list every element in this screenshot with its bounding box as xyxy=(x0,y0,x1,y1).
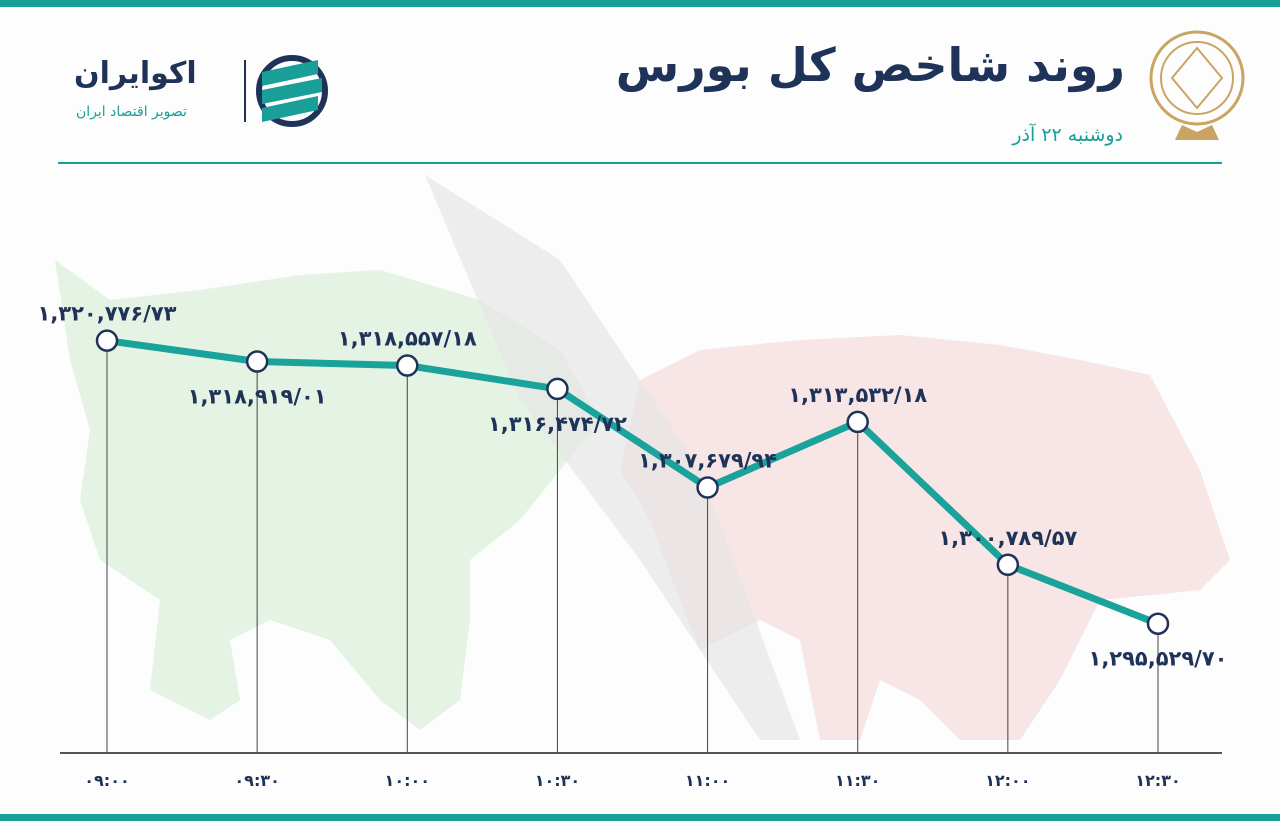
x-tick-label: ۱۱:۰۰ xyxy=(685,771,730,790)
brand-tagline: تصویر اقتصاد ایران xyxy=(76,104,187,120)
x-tick-label: ۱۰:۰۰ xyxy=(385,771,430,790)
value-label: ۱,۳۱۳,۵۳۲/۱۸ xyxy=(788,383,927,407)
value-label: ۱,۲۹۵,۵۲۹/۷۰ xyxy=(1089,647,1228,671)
series-line xyxy=(106,337,1160,627)
emblem xyxy=(1149,30,1245,140)
top-bar xyxy=(0,0,1280,7)
value-label: ۱,۳۱۸,۹۱۹/۰۱ xyxy=(188,385,327,409)
x-tick-label: ۰۹:۳۰ xyxy=(234,771,279,790)
data-point xyxy=(1146,612,1170,635)
x-tick-label: ۱۱:۳۰ xyxy=(835,771,880,790)
value-label: ۱,۳۱۸,۵۵۷/۱۸ xyxy=(338,327,477,351)
brand-logo xyxy=(244,55,328,127)
brand-name: اکوایران xyxy=(74,56,197,91)
bottom-bar xyxy=(0,814,1280,821)
x-tick-label: ۱۲:۰۰ xyxy=(985,771,1030,790)
data-point xyxy=(95,329,119,352)
value-label: ۱,۳۲۰,۷۷۶/۷۳ xyxy=(38,302,177,326)
bear-shape xyxy=(620,335,1230,740)
x-tick-label: ۱۰:۳۰ xyxy=(535,771,580,790)
data-point xyxy=(696,476,719,499)
value-label: ۱,۳۰۰,۷۸۹/۵۷ xyxy=(938,526,1077,550)
x-tick-label: ۰۹:۰۰ xyxy=(84,771,129,790)
data-point xyxy=(396,354,419,377)
x-tick-label: ۱۲:۳۰ xyxy=(1135,771,1180,790)
value-label: ۱,۳۱۶,۴۷۴/۷۲ xyxy=(488,412,627,436)
chart-title: روند شاخص کل بورس xyxy=(615,38,1125,92)
data-point xyxy=(846,410,869,434)
chart-subtitle: دوشنبه ۲۲ آذر xyxy=(1012,124,1123,146)
value-label: ۱,۳۰۷,۶۷۹/۹۴ xyxy=(638,449,777,473)
data-point xyxy=(996,553,1020,577)
data-point xyxy=(546,377,569,401)
arrow-shape xyxy=(425,175,800,740)
data-point xyxy=(245,350,269,373)
